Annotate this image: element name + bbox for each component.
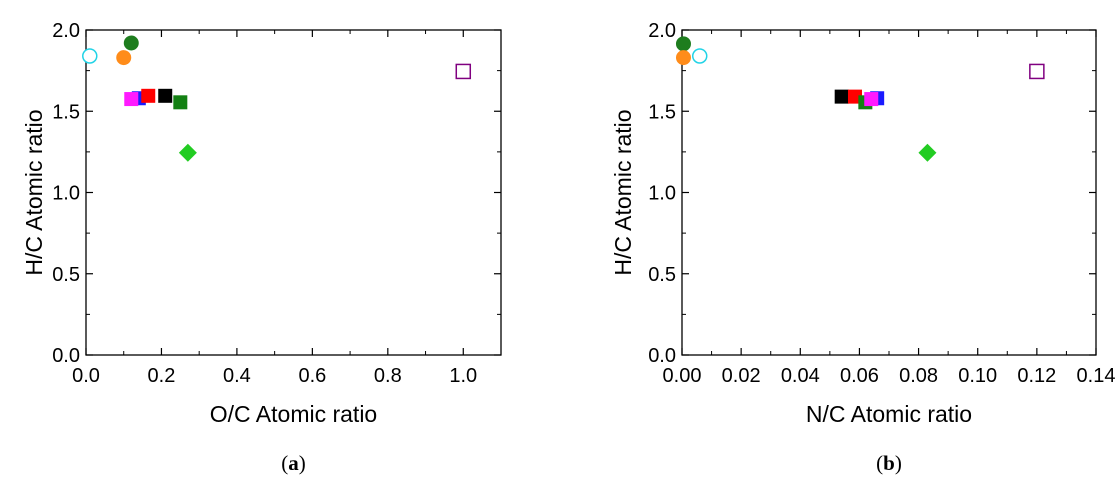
y-tick-label: 1.5 xyxy=(648,101,676,123)
x-tick-label: 0.8 xyxy=(374,365,402,387)
x-tick-label: 0.14 xyxy=(1077,365,1116,387)
y-tick-label: 1.5 xyxy=(52,101,80,123)
data-point-square xyxy=(141,88,156,103)
data-point-square xyxy=(834,89,849,104)
chart-panel-b: 0.00 0.02 0.04 0.06 0.08 0.10 0.12 0.14 0.0 0.5 1.… xyxy=(610,20,1115,475)
x-tick-label: 0.4 xyxy=(223,365,251,387)
x-axis-title-b: N/C Atomic ratio xyxy=(806,401,972,427)
y-tick-label: 1.0 xyxy=(52,183,80,205)
data-point-circle xyxy=(123,35,139,51)
x-tick-label: 1.0 xyxy=(449,365,477,387)
data-point-open-circle xyxy=(82,48,98,64)
x-axis-title-a: O/C Atomic ratio xyxy=(210,401,377,427)
y-tick-label: 0.0 xyxy=(52,345,80,367)
panel-label-a-letter: a xyxy=(288,451,299,475)
y-tick-label: 2.0 xyxy=(648,20,676,42)
x-tick-label: 0.06 xyxy=(840,365,879,387)
data-point-diamond xyxy=(178,143,197,162)
y-tick-label: 0.0 xyxy=(648,345,676,367)
panel-label-b-close: ) xyxy=(895,451,902,475)
data-points-a xyxy=(82,35,472,162)
x-tick-label: 0.6 xyxy=(298,365,326,387)
plot-frame-a xyxy=(85,29,502,356)
data-point-square xyxy=(158,88,173,103)
ticks-a: 0.0 0.2 0.4 0.6 0.8 1.0 0.0 0.5 1.0 1.5 2.0 xyxy=(52,20,502,387)
x-tick-label: 0.08 xyxy=(899,365,938,387)
data-point-diamond xyxy=(918,143,937,162)
data-point-square xyxy=(173,95,188,110)
x-tick-label: 0.2 xyxy=(148,365,176,387)
y-tick-label: 0.5 xyxy=(648,264,676,286)
chart-panel-a: 0.0 0.2 0.4 0.6 0.8 1.0 0.0 0.5 1.0 1.5 2.0 O/C At… xyxy=(21,20,502,475)
data-point-square xyxy=(864,92,879,107)
data-point-open-square xyxy=(1029,63,1045,80)
y-axis-title-b: H/C Atomic ratio xyxy=(610,109,636,275)
y-tick-label: 0.5 xyxy=(52,264,80,286)
panel-label-b: (b) xyxy=(876,451,902,475)
data-point-circle xyxy=(116,50,132,66)
panel-label-b-open: ( xyxy=(876,451,883,475)
y-axis-title-a: H/C Atomic ratio xyxy=(21,109,47,275)
x-tick-label: 0.12 xyxy=(1017,365,1056,387)
ticks-b: 0.00 0.02 0.04 0.06 0.08 0.10 0.12 0.14 0.0 0.5 1.… xyxy=(648,20,1115,387)
y-tick-label: 2.0 xyxy=(52,20,80,42)
data-points-b xyxy=(675,36,1045,162)
panel-label-a-close: ) xyxy=(299,451,306,475)
data-point-circle xyxy=(675,36,691,52)
x-tick-label: 0.10 xyxy=(958,365,997,387)
panel-label-b-letter: b xyxy=(883,451,895,475)
plot-border-a xyxy=(85,29,502,356)
data-point-circle xyxy=(675,50,691,66)
y-tick-label: 1.0 xyxy=(648,183,676,205)
data-point-square xyxy=(124,92,139,107)
x-tick-label: 0.02 xyxy=(722,365,761,387)
x-tick-label: 0.0 xyxy=(72,365,100,387)
data-point-open-circle xyxy=(691,48,708,64)
panel-label-a-open: ( xyxy=(281,451,288,475)
x-tick-label: 0.04 xyxy=(781,365,820,387)
panel-label-a: (a) xyxy=(281,451,306,475)
data-point-open-square xyxy=(455,63,472,80)
x-tick-label: 0.00 xyxy=(663,365,702,387)
